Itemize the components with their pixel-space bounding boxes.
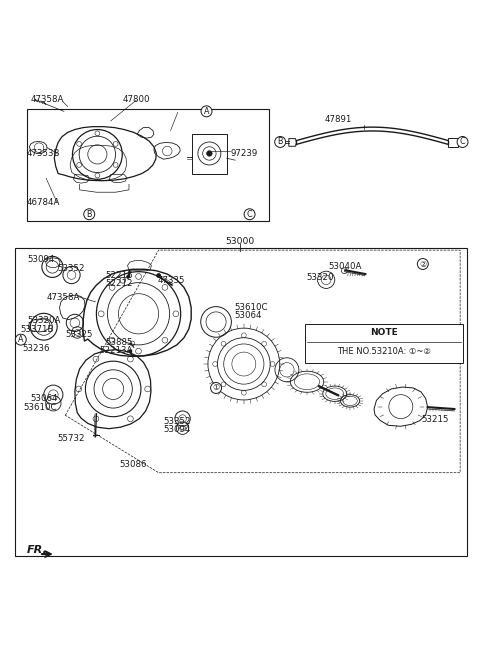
Text: 47335: 47335 [157,276,185,285]
Text: 53320A: 53320A [27,316,60,324]
Text: 53064: 53064 [30,394,58,404]
Text: 53885: 53885 [105,338,132,347]
Text: 52213A: 52213A [100,346,133,355]
Circle shape [156,273,161,278]
Text: 52212: 52212 [105,279,132,288]
Text: B: B [277,137,283,147]
Text: FR.: FR. [27,545,48,555]
Text: 53610C: 53610C [234,303,268,312]
Text: 53086: 53086 [120,460,147,469]
Text: 53320: 53320 [306,273,334,282]
Text: 53325: 53325 [65,330,93,339]
Text: 55732: 55732 [57,434,84,443]
Text: ①: ① [213,383,220,392]
Text: NOTE: NOTE [370,328,397,337]
Text: 53094: 53094 [27,255,54,264]
Text: 53000: 53000 [226,237,254,246]
Text: 53371B: 53371B [21,325,54,333]
Text: 53040A: 53040A [328,263,362,271]
Text: 53610C: 53610C [24,402,57,412]
Text: 47800: 47800 [123,95,150,104]
Text: 53352: 53352 [57,265,84,273]
Bar [192,135,227,174]
Text: 53215: 53215 [421,414,448,424]
Text: 53236: 53236 [23,344,50,353]
Text: 97239: 97239 [230,149,258,158]
Bar [15,248,468,556]
Circle shape [129,349,132,353]
Text: A: A [18,335,24,344]
Text: B: B [86,210,92,219]
Bar [305,324,463,363]
Text: 47358A: 47358A [31,95,64,104]
Circle shape [206,151,212,156]
Text: 46784A: 46784A [27,198,60,208]
Text: C: C [460,137,466,147]
Text: C: C [247,210,252,219]
Text: 47358A: 47358A [46,292,80,302]
Text: 47353B: 47353B [27,149,60,158]
Text: 52216: 52216 [105,271,132,280]
Text: 53064: 53064 [234,311,262,320]
Text: THE NO.53210A: ①~②: THE NO.53210A: ①~② [336,347,431,357]
Bar [27,109,269,221]
Circle shape [126,275,130,279]
Text: ②: ② [419,259,426,269]
Text: 47891: 47891 [324,115,352,125]
Text: 53352: 53352 [163,416,191,426]
Text: A: A [204,107,209,116]
Bar [448,138,458,147]
Text: 53094: 53094 [163,425,191,434]
